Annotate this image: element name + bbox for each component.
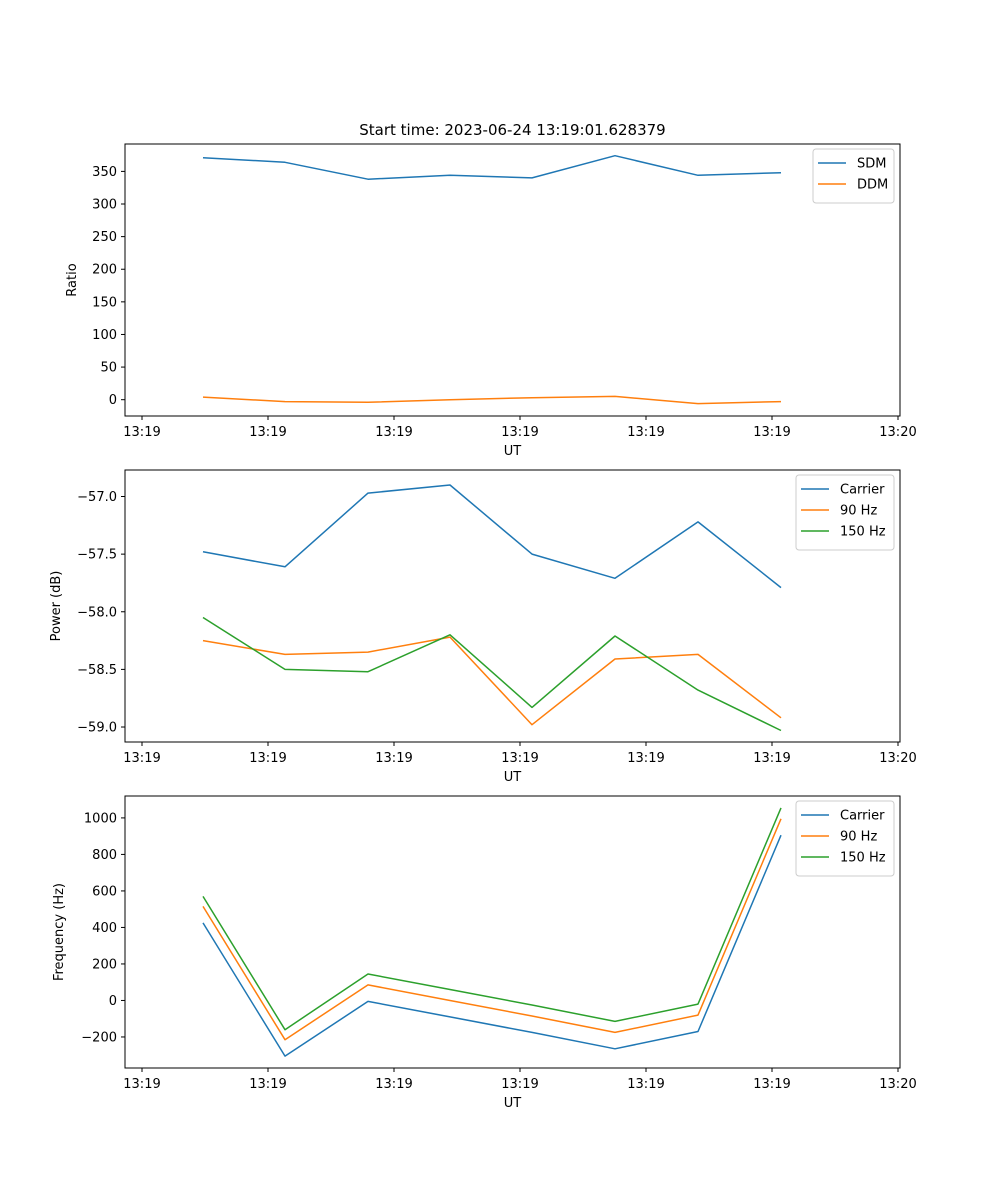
y-tick-label: 800 — [92, 848, 117, 863]
x-tick-label: 13:19 — [753, 1077, 790, 1092]
y-tick-label: −58.5 — [77, 663, 117, 678]
y-tick-label: 150 — [92, 295, 117, 310]
series-line-sdm — [202, 154, 782, 180]
x-tick-label: 13:20 — [879, 425, 916, 440]
y-tick-label: −59.0 — [77, 721, 117, 736]
y-tick-label: −57.0 — [77, 490, 117, 505]
series-line-150-hz — [202, 616, 782, 732]
y-axis-label: Ratio — [65, 263, 80, 296]
figure-title: Start time: 2023-06-24 13:19:01.628379 — [359, 121, 665, 139]
y-tick-label: 250 — [92, 230, 117, 245]
series-line-150-hz — [202, 807, 782, 1031]
y-tick-label: 50 — [100, 361, 117, 376]
x-tick-label: 13:19 — [627, 751, 664, 766]
y-tick-label: 0 — [109, 393, 117, 408]
y-tick-label: 350 — [92, 165, 117, 180]
y-tick-label: 100 — [92, 328, 117, 343]
x-tick-label: 13:19 — [501, 1077, 538, 1092]
y-tick-label: −57.5 — [77, 548, 117, 563]
plot-frame — [124, 143, 901, 417]
y-tick-label: 300 — [92, 198, 117, 213]
x-tick-label: 13:19 — [123, 751, 160, 766]
x-tick-label: 13:19 — [249, 1077, 286, 1092]
x-tick-label: 13:19 — [375, 425, 412, 440]
x-tick-label: 13:19 — [501, 751, 538, 766]
x-tick-label: 13:20 — [879, 751, 916, 766]
legend-label: Carrier — [840, 483, 885, 498]
y-tick-label: 600 — [92, 884, 117, 899]
y-tick-label: 200 — [92, 263, 117, 278]
y-tick-label: −200 — [81, 1030, 117, 1045]
power-panel: 13:19 13:19 13:19 13:19 13:19 13:19 13:20 −59.0… — [49, 469, 917, 785]
series-line-carrier — [202, 484, 782, 589]
y-axis-label: Frequency (Hz) — [52, 883, 67, 981]
legend-label: 90 Hz — [840, 504, 877, 519]
y-tick-label: 200 — [92, 957, 117, 972]
legend: SDM DDM — [812, 148, 895, 204]
ratio-panel: 13:19 13:19 13:19 13:19 13:19 13:19 13:20 0 50 10… — [65, 143, 917, 459]
x-tick-label: 13:19 — [501, 425, 538, 440]
frequency-panel: 13:19 13:19 13:19 13:19 13:19 13:19 13:20 −200 0… — [52, 795, 917, 1111]
legend-label: DDM — [857, 178, 888, 193]
legend: Carrier 90 Hz 150 Hz — [795, 474, 895, 551]
x-tick-label: 13:19 — [249, 425, 286, 440]
series-line-ddm — [202, 395, 782, 405]
series-line-carrier — [202, 834, 782, 1057]
series-line-90-hz — [202, 818, 782, 1041]
x-tick-label: 13:19 — [753, 425, 790, 440]
x-axis-label: UT — [504, 1096, 522, 1111]
legend-label: 150 Hz — [840, 525, 886, 540]
x-tick-label: 13:19 — [249, 751, 286, 766]
x-tick-label: 13:19 — [627, 1077, 664, 1092]
y-tick-label: −58.0 — [77, 605, 117, 620]
legend-label: Carrier — [840, 809, 885, 824]
y-axis-label: Power (dB) — [49, 571, 64, 642]
plot-frame — [124, 795, 901, 1069]
legend: Carrier 90 Hz 150 Hz — [795, 800, 895, 877]
legend-label: SDM — [857, 157, 886, 172]
legend-label: 90 Hz — [840, 830, 877, 845]
y-tick-label: 0 — [109, 994, 117, 1009]
x-axis-label: UT — [504, 444, 522, 459]
x-tick-label: 13:20 — [879, 1077, 916, 1092]
legend-label: 150 Hz — [840, 851, 886, 866]
x-tick-label: 13:19 — [375, 1077, 412, 1092]
x-tick-label: 13:19 — [627, 425, 664, 440]
plot-frame — [124, 469, 901, 743]
series-line-90-hz — [202, 636, 782, 726]
x-tick-label: 13:19 — [753, 751, 790, 766]
x-tick-label: 13:19 — [123, 425, 160, 440]
y-tick-label: 400 — [92, 921, 117, 936]
x-tick-label: 13:19 — [123, 1077, 160, 1092]
x-axis-label: UT — [504, 770, 522, 785]
y-tick-label: 1000 — [84, 811, 117, 826]
x-tick-label: 13:19 — [375, 751, 412, 766]
